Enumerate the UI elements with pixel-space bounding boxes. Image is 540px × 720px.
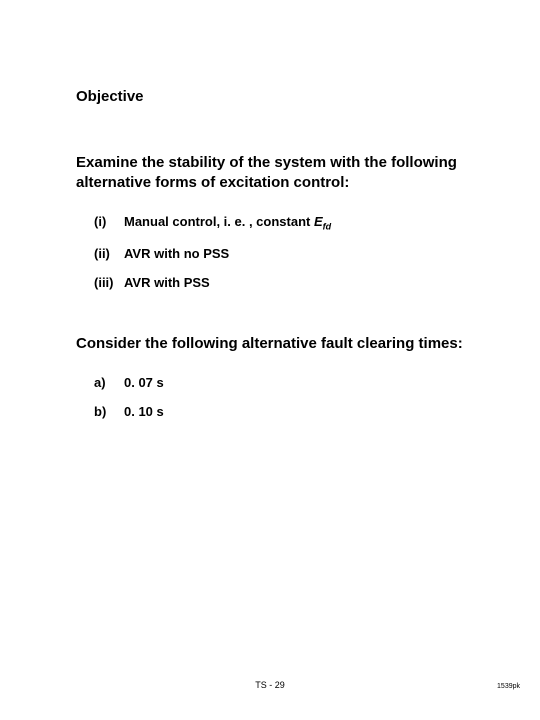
list-text: Manual control, i. e. , constant Efd <box>124 214 331 232</box>
intro-paragraph: Examine the stability of the system with… <box>76 153 464 192</box>
efd-symbol: Efd <box>314 214 331 229</box>
footer-code: 1539pk <box>497 683 520 690</box>
list-text: 0. 07 s <box>124 375 164 390</box>
list-marker: (i) <box>94 214 124 232</box>
list-text: AVR with PSS <box>124 275 210 290</box>
list-text-prefix: Manual control, i. e. , constant <box>124 214 314 229</box>
efd-main: E <box>314 214 323 229</box>
list-marker: b) <box>94 404 124 419</box>
list-marker: a) <box>94 375 124 390</box>
list-item: (ii) AVR with no PSS <box>94 246 464 261</box>
list-item: (iii) AVR with PSS <box>94 275 464 290</box>
list-marker: (iii) <box>94 275 124 290</box>
efd-sub: fd <box>323 222 332 232</box>
list-text: 0. 10 s <box>124 404 164 419</box>
list-item: a) 0. 07 s <box>94 375 464 390</box>
list-item: b) 0. 10 s <box>94 404 464 419</box>
excitation-control-list: (i) Manual control, i. e. , constant Efd… <box>76 214 464 290</box>
list-text: AVR with no PSS <box>124 246 229 261</box>
list-marker: (ii) <box>94 246 124 261</box>
fault-times-paragraph: Consider the following alternative fault… <box>76 334 464 354</box>
fault-times-list: a) 0. 07 s b) 0. 10 s <box>76 375 464 419</box>
page-number: TS - 29 <box>0 680 540 690</box>
document-page: Objective Examine the stability of the s… <box>0 0 540 419</box>
heading-objective: Objective <box>76 88 464 105</box>
list-item: (i) Manual control, i. e. , constant Efd <box>94 214 464 232</box>
